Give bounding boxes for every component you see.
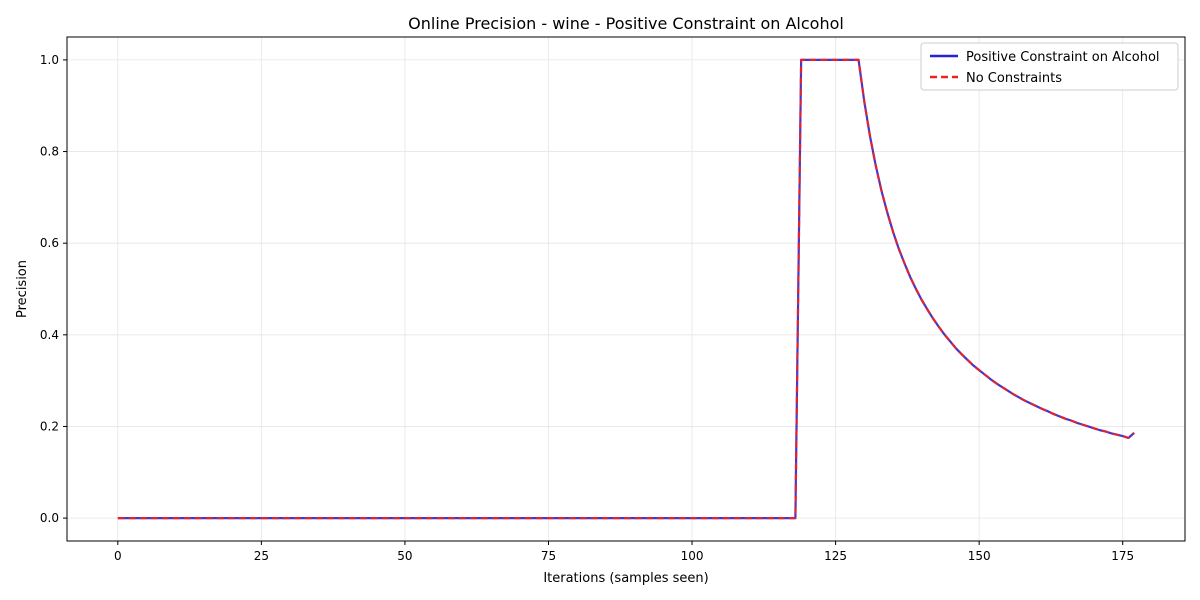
y-tick-label: 0.4 bbox=[40, 328, 59, 342]
x-axis-ticks: 0 25 50 75 100 125 150 175 bbox=[114, 541, 1134, 563]
legend: Positive Constraint on Alcohol No Constr… bbox=[920, 42, 1179, 91]
x-tick-label: 25 bbox=[254, 549, 269, 563]
x-tick-label: 50 bbox=[397, 549, 412, 563]
x-tick-label: 100 bbox=[681, 549, 704, 563]
x-tick-label: 0 bbox=[114, 549, 122, 563]
y-tick-label: 0.0 bbox=[40, 511, 59, 525]
x-tick-label: 75 bbox=[541, 549, 556, 563]
x-tick-label: 150 bbox=[968, 549, 991, 563]
series-lines bbox=[117, 58, 1135, 520]
y-tick-label: 0.8 bbox=[40, 145, 59, 159]
legend-box bbox=[920, 42, 1179, 91]
x-tick-label: 175 bbox=[1111, 549, 1134, 563]
chart-title: Online Precision - wine - Positive Const… bbox=[408, 14, 844, 33]
legend-label-no-constraints: No Constraints bbox=[966, 71, 1062, 86]
plot-area bbox=[66, 36, 1186, 542]
y-tick-label: 0.6 bbox=[40, 236, 59, 250]
x-axis-label: Iterations (samples seen) bbox=[543, 571, 708, 586]
y-axis-ticks: 0.0 0.2 0.4 0.6 0.8 1.0 bbox=[40, 53, 67, 525]
y-tick-label: 1.0 bbox=[40, 53, 59, 67]
legend-label-positive-constraint: Positive Constraint on Alcohol bbox=[966, 50, 1160, 65]
series-line-no-constraints bbox=[117, 58, 1135, 520]
x-tick-label: 125 bbox=[824, 549, 847, 563]
y-tick-label: 0.2 bbox=[40, 419, 59, 433]
y-axis-label: Precision bbox=[15, 260, 30, 318]
